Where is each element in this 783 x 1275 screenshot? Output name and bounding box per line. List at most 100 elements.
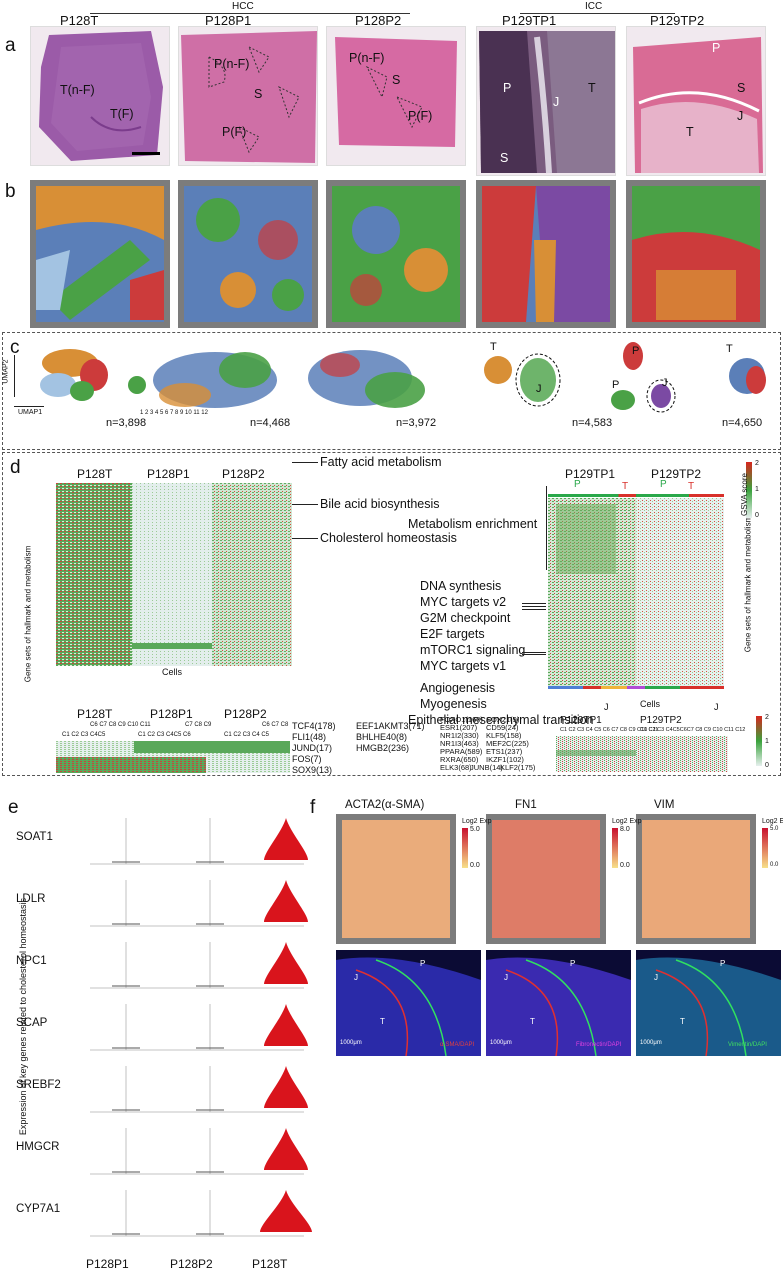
umap-x-axis — [14, 406, 44, 407]
icc-group-label: ICC — [585, 1, 603, 12]
f-legend-title-2: Log2 Exp — [612, 818, 642, 825]
pathway-e2f: E2F targets — [420, 627, 485, 641]
gsva-tick-2: 2 — [755, 460, 759, 467]
he-label-p2-pnf: P(n-F) — [349, 51, 385, 65]
metabolism-bracket — [546, 486, 547, 570]
tf-icc-cd59: CD59(24) — [486, 723, 519, 732]
umap-label-tp2-p1: P — [632, 345, 640, 357]
violin-gene-label: SCAP — [16, 1017, 48, 1029]
tf-cluster-p128t-bottom: C1 C2 C3 C4C5 — [62, 732, 106, 738]
he-label-tp1-j: J — [553, 95, 560, 109]
pathway-line-g2m — [522, 606, 546, 607]
he-label-tp1-s: S — [500, 151, 509, 165]
violin-shape — [264, 942, 308, 984]
f-colorbar-1 — [462, 828, 468, 868]
umap-count-p128t: n=3,898 — [106, 417, 147, 429]
cluster-map-p128p1 — [178, 180, 318, 328]
violin-gene-label: HMGCR — [16, 1141, 60, 1153]
if2-label-j: J — [504, 973, 508, 982]
umap-label-tp1-j: J — [536, 383, 542, 395]
if1-scale: 1000μm — [340, 1040, 362, 1046]
f-colorbar-3 — [762, 828, 768, 868]
tf-title-p129tp2: P129TP2 — [640, 715, 682, 726]
he-image-p128t — [30, 26, 170, 166]
tf-icc-nr1i2: NR1I2(330) — [440, 731, 479, 740]
tf-cluster-p128t-top: C6 C7 C8 C9 C10 C11 — [90, 722, 151, 728]
umap-label-tp2-p2: P — [612, 379, 620, 391]
he-label-tp2-j: J — [737, 109, 744, 123]
pathway-myogenesis: Myogenesis — [420, 697, 487, 711]
if2-scale: 1000μm — [490, 1040, 512, 1046]
violin-row — [90, 942, 308, 989]
umap-label-tp1-t: T — [490, 341, 497, 353]
tf-icc-list: FOXO1(160) ESR1(207) NR1I2(330) NR1I3(46… — [440, 716, 535, 774]
he-label-tf: T(F) — [110, 107, 134, 121]
if3-label-t: T — [680, 1017, 685, 1026]
panel-d-frame — [2, 452, 781, 776]
tf-title-p129tp1: P129TP1 — [560, 715, 602, 726]
gsva-title-p129tp2: P129TP2 — [651, 467, 702, 481]
violin-row — [90, 818, 308, 865]
tf-icc-junb: JUNB(14) — [470, 763, 503, 772]
sample-title-p128p1: P128P1 — [205, 13, 252, 28]
he-label-p1-s: S — [254, 87, 263, 101]
he-label-tp2-t: T — [686, 125, 694, 139]
he-label-p2-s: S — [392, 73, 401, 87]
f-if-image-vimentin — [636, 950, 781, 1056]
if3-label-p: P — [720, 959, 726, 968]
gsva-title-p128t: P128T — [77, 467, 113, 481]
regulon-tick-2: 2 — [765, 714, 769, 721]
icc-top-label-p1: P — [574, 479, 581, 490]
pathway-dna-synthesis: DNA synthesis — [420, 579, 502, 593]
gsva-heatmap-icc — [548, 498, 724, 686]
regulon-tick-1: 1 — [765, 738, 769, 745]
he-label-p2-pf: P(F) — [408, 109, 433, 123]
pathway-bile-acid: Bile acid biosynthesis — [320, 497, 440, 511]
tf-cluster-p128p1-bottom: C1 C2 C3 C4C5 C6 — [138, 732, 191, 738]
if3-scale: 1000μm — [640, 1040, 662, 1046]
violin-row — [90, 1004, 308, 1051]
tf-icc-mef2c: MEF2C(225) — [486, 739, 529, 748]
tf-title-p128t: P128T — [77, 707, 113, 721]
cluster-map-p128t — [30, 180, 170, 328]
violin-shape — [264, 1066, 308, 1108]
violin-row — [90, 1190, 312, 1237]
cluster-map-p128p2 — [326, 180, 466, 328]
tf-hcc-jund: JUND(17) — [292, 743, 333, 753]
he-image-p128p2 — [326, 26, 466, 166]
if3-stain: Vimentin/DAPI — [728, 1042, 767, 1048]
violin-row — [90, 1066, 308, 1113]
violin-gene-label: CYP7A1 — [16, 1203, 61, 1215]
tf-hcc-fli1: FLI1(48) — [292, 732, 327, 742]
if2-label-t: T — [530, 1017, 535, 1026]
icc-group-line — [520, 13, 675, 14]
panel-f-label: f — [310, 797, 316, 818]
pathway-metabolism: Metabolism enrichment — [408, 517, 538, 531]
panel-e-label: e — [8, 797, 19, 818]
he-label-tnf: T(n-F) — [60, 83, 95, 97]
sample-title-p128t: P128T — [60, 13, 99, 28]
regulon-tick-0: 0 — [765, 762, 769, 769]
tf-icc-elk3: ELK3(68) — [440, 763, 472, 772]
icc-cluster-bar-top — [548, 494, 724, 497]
icc-cluster-bar-bottom — [548, 686, 724, 689]
panel-c-frame — [2, 332, 781, 450]
tf-cluster-tp2: C1 C2 C3 C4C5C6C7 C8 C9 C10 C11 C12 — [640, 727, 746, 733]
panel-b-label: b — [5, 181, 16, 202]
gsva-colorbar — [746, 462, 752, 518]
gsva-title-p128p1: P128P1 — [147, 467, 190, 481]
pathway-line-cholesterol — [292, 538, 318, 539]
tf-icc-rxra: RXRA(650) — [440, 755, 479, 764]
gsva-title-p129tp1: P129TP1 — [565, 467, 616, 481]
umap-label-tp2-j: J — [662, 377, 668, 389]
violin-shape — [264, 1128, 308, 1170]
violin-gene-label: NPC1 — [16, 955, 47, 967]
umap-p128p1 — [128, 352, 277, 408]
hcc-group-line — [90, 13, 410, 14]
f-if-image-asma — [336, 950, 481, 1056]
f-if-image-fibronectin — [486, 950, 631, 1056]
if2-label-p: P — [570, 959, 576, 968]
tf-cluster-tp1: C1 C2 C3 C4 C5 C6 C7 C8 C9 C10 C11 — [560, 727, 659, 733]
gsva-icc-xlabel: Cells — [640, 699, 661, 709]
umap-y-label: UMAP2 — [2, 359, 10, 384]
